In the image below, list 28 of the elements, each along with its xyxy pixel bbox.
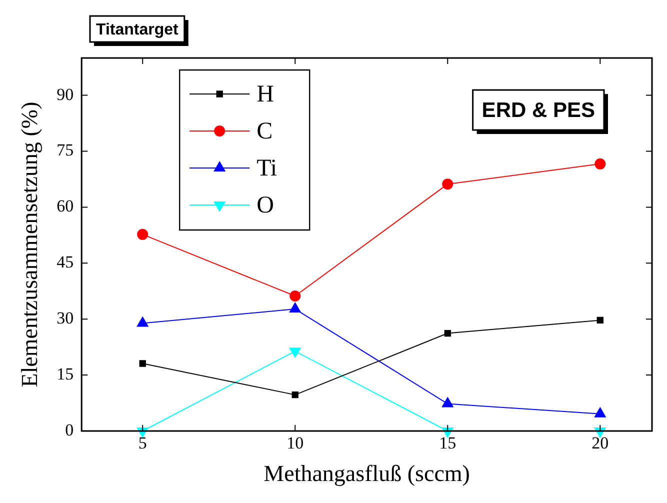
y-tick-label: 0 <box>65 420 74 440</box>
y-tick-label: 60 <box>56 196 74 216</box>
y-tick-label: 75 <box>56 140 74 160</box>
x-tick-label: 5 <box>138 434 147 453</box>
y-tick-label: 30 <box>56 308 74 328</box>
legend-label: H <box>256 81 274 108</box>
legend-label: Ti <box>256 155 278 182</box>
point <box>289 348 301 358</box>
point <box>596 316 604 324</box>
y-axis-title: Elementzusammensetzung (%) <box>16 102 42 388</box>
point <box>594 158 606 170</box>
point <box>290 290 301 302</box>
x-axis-title: Methangasfluß (sccm) <box>264 461 470 486</box>
point <box>137 228 148 240</box>
point <box>292 391 298 398</box>
legend-label: O <box>256 192 274 218</box>
legend-label: C <box>256 118 273 144</box>
y-tick-label: 45 <box>56 252 74 272</box>
annotation: ERD & PES <box>482 98 596 122</box>
text: Titantarget <box>96 21 180 38</box>
y-tick-label: 90 <box>56 84 74 104</box>
x-tick-label: 15 <box>439 434 456 453</box>
x-tick-label: 10 <box>286 434 304 453</box>
point <box>442 178 454 190</box>
y-tick-label: 15 <box>56 364 74 384</box>
x-tick-label: 20 <box>592 434 609 453</box>
point <box>139 360 146 367</box>
point <box>444 330 451 337</box>
